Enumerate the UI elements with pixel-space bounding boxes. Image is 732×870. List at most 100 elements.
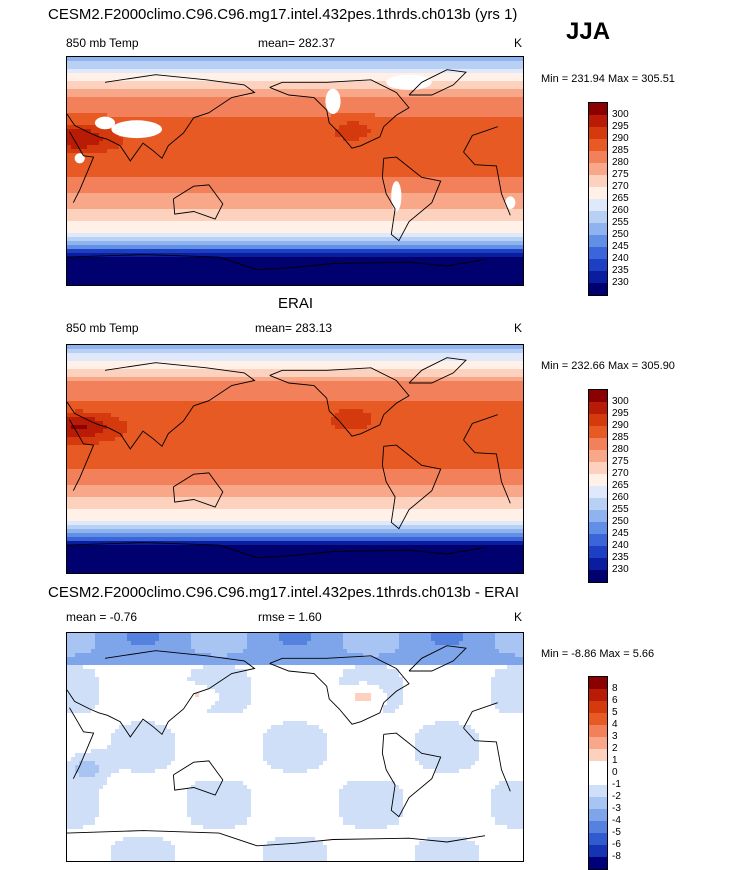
panel2-colorbar-label: 285 <box>612 432 629 443</box>
panel3-colorbar-label: 8 <box>612 683 618 694</box>
panel1-mean-label: mean= 282.37 <box>258 36 335 50</box>
panel1-colorbar-swatch <box>589 187 607 199</box>
panel3-colorbar-label: -2 <box>612 791 621 802</box>
panel2-colorbar-label: 240 <box>612 540 629 551</box>
panel3-colorbar-swatch <box>589 797 607 809</box>
panel3-colorbar-swatch <box>589 785 607 797</box>
panel1-colorbar-swatch <box>589 211 607 223</box>
panel1-colorbar-swatch <box>589 235 607 247</box>
panel2-colorbar-label: 260 <box>612 492 629 503</box>
panel3-colorbar-swatch <box>589 701 607 713</box>
panel2-colorbar-swatch <box>589 522 607 534</box>
panel3-colorbar-swatches <box>588 676 608 870</box>
panel2-colorbar-swatch <box>589 414 607 426</box>
panel3-colorbar-swatch <box>589 689 607 701</box>
panel1-colorbar-swatch <box>589 223 607 235</box>
panel1-colorbar-swatch <box>589 247 607 259</box>
panel2-colorbar-label: 275 <box>612 456 629 467</box>
panel2-colorbar-swatch <box>589 498 607 510</box>
panel1-colorbar-label: 265 <box>612 193 629 204</box>
panel3-colorbar-swatch <box>589 857 607 869</box>
map0-masked-topography <box>325 89 340 114</box>
panel3-colorbar-swatch <box>589 845 607 857</box>
panel1-colorbar-label: 245 <box>612 241 629 252</box>
panel2-colorbar-label: 280 <box>612 444 629 455</box>
panel2-colorbar-label: 235 <box>612 552 629 563</box>
panel3-colorbar-swatch <box>589 713 607 725</box>
panel2-colorbar-label: 255 <box>612 504 629 515</box>
panel3-colorbar-label: 1 <box>612 755 618 766</box>
panel1-colorbar-swatch <box>589 139 607 151</box>
panel1-colorbar-label: 275 <box>612 169 629 180</box>
panel2-colorbar-swatch <box>589 438 607 450</box>
panel3-colorbar-swatch <box>589 833 607 845</box>
panel1-colorbar-swatch <box>589 163 607 175</box>
panel1-units-label: K <box>514 36 522 50</box>
difference-map <box>66 632 524 862</box>
panel3-colorbar-swatch <box>589 737 607 749</box>
panel3-colorbar-swatch <box>589 761 607 773</box>
panel1-colorbar-label: 230 <box>612 277 629 288</box>
panel2-colorbar-swatch <box>589 534 607 546</box>
panel3-colorbar-swatch <box>589 821 607 833</box>
panel1-colorbar-label: 240 <box>612 253 629 264</box>
panel1-colorbar-swatch <box>589 115 607 127</box>
panel3-colorbar-label: -8 <box>612 851 621 862</box>
panel2-minmax: Min = 232.66 Max = 305.90 <box>541 360 675 372</box>
panel1-colorbar-label: 250 <box>612 229 629 240</box>
panel2-colorbar-swatch <box>589 558 607 570</box>
panel1-colorbar-swatch <box>589 271 607 283</box>
panel2-colorbar-label: 265 <box>612 480 629 491</box>
panel2-mean-label: mean= 283.13 <box>255 321 332 335</box>
panel1-colorbar-swatch <box>589 283 607 295</box>
panel1-colorbar-swatch <box>589 259 607 271</box>
panel3-colorbar-label: -3 <box>612 803 621 814</box>
season-label: JJA <box>566 18 610 46</box>
panel2-colorbar-label: 230 <box>612 564 629 575</box>
panel1-colorbar-label: 290 <box>612 133 629 144</box>
map0-masked-topography <box>111 120 162 138</box>
panel3-mean-label: mean = -0.76 <box>66 610 137 624</box>
panel2-colorbar-swatch <box>589 390 607 402</box>
panel3-colorbar-swatch <box>589 773 607 785</box>
model-temperature-map <box>66 56 524 286</box>
panel1-colorbar-label: 285 <box>612 145 629 156</box>
panel1-colorbar-label: 260 <box>612 205 629 216</box>
panel3-colorbar-label: 4 <box>612 719 618 730</box>
panel3-colorbar-label: 2 <box>612 743 618 754</box>
panel2-colorbar-label: 300 <box>612 396 629 407</box>
panel2-colorbar-label: 270 <box>612 468 629 479</box>
panel1-colorbar-swatch <box>589 103 607 115</box>
erai-temperature-map <box>66 344 524 574</box>
panel1-colorbar-swatches <box>588 102 608 296</box>
panel2-colorbar-swatch <box>589 426 607 438</box>
panel2-colorbar-label: 295 <box>612 408 629 419</box>
panel1-colorbar-swatch <box>589 151 607 163</box>
panel3-colorbar-label: 5 <box>612 707 618 718</box>
panel3-colorbar-label: 6 <box>612 695 618 706</box>
panel1-left-label: 850 mb Temp <box>66 36 139 50</box>
panel2-colorbar-label: 250 <box>612 516 629 527</box>
map0-masked-topography <box>95 117 115 130</box>
panel2-left-label: 850 mb Temp <box>66 321 139 335</box>
panel2-colorbar-swatch <box>589 402 607 414</box>
panel1-colorbar-swatch <box>589 175 607 187</box>
panel3-colorbar-swatch <box>589 809 607 821</box>
panel3-title: CESM2.F2000climo.C96.C96.mg17.intel.432p… <box>48 584 519 601</box>
panel2-colorbar-swatch <box>589 474 607 486</box>
panel2-colorbar-swatches <box>588 389 608 583</box>
map0-masked-topography <box>386 75 432 90</box>
panel3-rmse-label: rmse = 1.60 <box>258 610 322 624</box>
panel3-colorbar-label: 0 <box>612 767 618 778</box>
panel1-colorbar-label: 300 <box>612 109 629 120</box>
panel3-colorbar-label: -1 <box>612 779 621 790</box>
panel3-colorbar-swatch <box>589 677 607 689</box>
panel3-colorbar-swatch <box>589 749 607 761</box>
panel2-colorbar-label: 245 <box>612 528 629 539</box>
panel1-colorbar-swatch <box>589 127 607 139</box>
panel1-colorbar-swatch <box>589 199 607 211</box>
panel3-colorbar-label: -4 <box>612 815 621 826</box>
panel3-colorbar-label: 3 <box>612 731 618 742</box>
panel1-colorbar-label: 280 <box>612 157 629 168</box>
panel2-colorbar-swatch <box>589 450 607 462</box>
